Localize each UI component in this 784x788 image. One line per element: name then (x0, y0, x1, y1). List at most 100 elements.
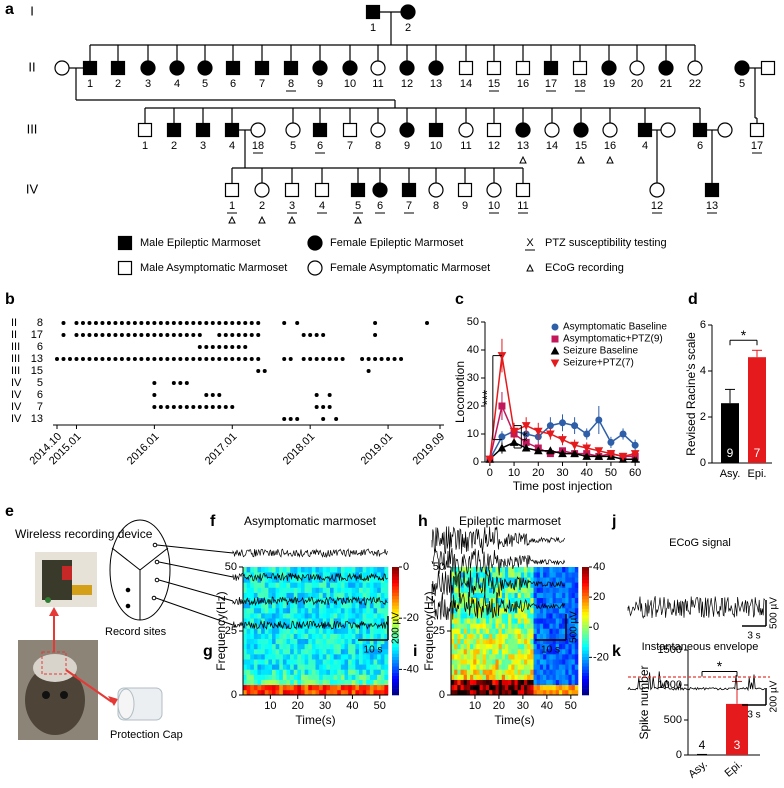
spectrogram-cell (473, 638, 477, 645)
spectrogram-cell (552, 638, 557, 645)
spectrogram-cell (308, 689, 313, 696)
spectrogram-cell (369, 587, 374, 593)
spectrogram-cell (492, 659, 496, 665)
spectrogram-cell (301, 618, 305, 624)
spectrogram-cell (366, 628, 371, 634)
spectrogram-cell (304, 689, 309, 696)
spectrogram-cell (571, 628, 576, 634)
spectrogram-cell (552, 582, 557, 588)
spectrogram-cell (536, 648, 541, 655)
spectrogram-cell (571, 638, 576, 645)
spectrogram-cell (492, 628, 496, 634)
spectrogram-cell (451, 679, 455, 686)
spectrogram-cell (460, 648, 464, 655)
spectrogram-cell (275, 674, 280, 680)
event-dot (373, 321, 378, 325)
individual-label: 12 (651, 200, 663, 212)
spectrogram-cell (460, 633, 464, 639)
spectrogram-cell (549, 607, 553, 614)
spectrogram-cell (543, 567, 547, 573)
spectrogram-cell (466, 623, 471, 629)
spectrogram-cell (322, 572, 327, 578)
spectrogram-cell (562, 674, 566, 680)
spectrogram-cell (539, 659, 544, 665)
event-dot (373, 333, 378, 337)
spectrogram-cell (463, 679, 468, 686)
event-dot (210, 321, 215, 325)
spectrogram-cell (466, 607, 471, 614)
spectrogram-cell (315, 592, 320, 599)
spectrogram-cell (297, 582, 302, 588)
spectrogram-cell (373, 638, 378, 645)
spectrogram-cell (351, 597, 356, 604)
spectrogram-cell (344, 623, 349, 629)
caption: Protection Cap (110, 729, 183, 741)
spectrogram-cell (297, 664, 302, 670)
x-tick-label: 40 (581, 467, 593, 479)
spectrogram-cell (520, 684, 525, 691)
individual-label: 7 (406, 200, 412, 212)
spectrogram-cell (489, 633, 493, 639)
spectrogram-cell (304, 643, 309, 650)
spectrogram-cell (558, 623, 563, 629)
spectrogram-cell (501, 674, 506, 680)
spectrogram-cell (282, 592, 287, 599)
spectrogram-cell (514, 679, 518, 686)
individual-label: 5 (290, 140, 296, 152)
pedigree-female (312, 60, 328, 76)
spectrogram-cell (549, 567, 553, 573)
spectrogram-cell (555, 638, 560, 645)
spectrogram-cell (272, 669, 276, 675)
row-generation: IV (11, 389, 22, 401)
pedigree-female (660, 122, 676, 138)
event-dot (204, 405, 209, 409)
spectrogram-cell (489, 643, 493, 650)
spectrogram-cell (460, 623, 464, 629)
individual-label: 5 (739, 78, 745, 90)
individual-label: 7 (347, 140, 353, 152)
spectrogram-cell (539, 689, 544, 696)
spectrogram-cell (348, 592, 353, 599)
spectrogram-cell (460, 587, 464, 593)
spectrogram-cell (463, 567, 468, 573)
spectrogram-cell (380, 638, 385, 645)
spectrogram-cell (517, 654, 522, 660)
spectrogram-cell (568, 664, 572, 670)
spectrogram-cell (520, 628, 525, 634)
spectrogram-cell (574, 648, 579, 655)
spectrogram-cell (558, 613, 563, 619)
bar (721, 403, 739, 463)
spectrogram-cell (562, 638, 566, 645)
spectrogram-cell (286, 648, 291, 655)
spectrogram-cell (476, 654, 480, 660)
spectrogram-cell (546, 638, 550, 645)
spectrogram-cell (549, 633, 553, 639)
row-label: 6 (37, 389, 43, 401)
spectrogram-cell (470, 659, 474, 665)
spectrogram-cell (359, 648, 363, 655)
spectrogram-cell (543, 643, 547, 650)
spectrogram-cell (290, 684, 295, 691)
spectrogram-cell (460, 597, 464, 604)
event-dot (197, 321, 202, 325)
pedigree-female (370, 60, 386, 76)
spectrogram-cell (504, 592, 509, 599)
spectrogram-cell (290, 582, 295, 588)
spectrogram-cell (574, 654, 579, 660)
event-dot (366, 369, 371, 373)
event-dot (243, 321, 248, 325)
spectrogram-cell (366, 643, 371, 650)
spectrogram-cell (451, 689, 455, 696)
event-dot (392, 357, 397, 361)
spectrogram-cell (565, 633, 569, 639)
spectrogram-cell (565, 567, 569, 573)
spectrogram-cell (555, 572, 560, 578)
spectrogram-cell (366, 618, 371, 624)
event-dot (321, 417, 326, 421)
spectrogram-cell (344, 607, 349, 614)
point (498, 433, 506, 441)
spectrogram-cell (482, 602, 487, 609)
spectrogram-cell (272, 577, 276, 583)
spectrogram-cell (574, 689, 579, 696)
spectrogram-cell (279, 654, 284, 660)
